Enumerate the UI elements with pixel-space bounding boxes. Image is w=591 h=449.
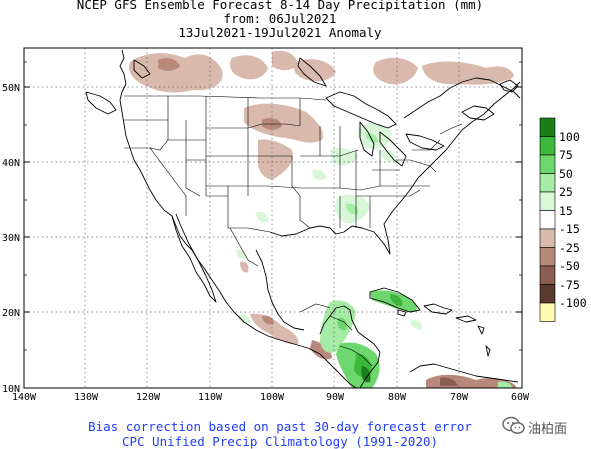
legend-label-3: 25 — [559, 185, 573, 199]
map-title-line1: NCEP GFS Ensemble Forecast 8-14 Day Prec… — [76, 0, 484, 12]
legend-swatch-7 — [539, 247, 556, 267]
latitude-labels: 50N 40N 30N 20N 10N — [2, 83, 20, 395]
wechat-icon — [502, 416, 525, 434]
watermark-text: 油柏面 — [528, 422, 568, 437]
lon-label-100w: 100W — [260, 392, 285, 403]
lon-label-70w: 70W — [450, 392, 469, 403]
watermark: 油柏面 — [500, 414, 590, 438]
lat-label-30n: 30N — [2, 233, 20, 244]
legend-colorbar — [539, 117, 556, 322]
legend-label-5: -15 — [559, 222, 580, 236]
legend-swatch-2 — [539, 154, 556, 174]
legend-label-9: -100 — [559, 296, 587, 310]
legend-swatch-4 — [539, 191, 556, 211]
footer-line2: CPC Unified Precip Climatology (1991-202… — [121, 434, 439, 449]
map-frame — [23, 47, 523, 389]
footer-line1: Bias correction based on past 30-day for… — [88, 419, 472, 434]
legend-label-7: -50 — [559, 259, 580, 273]
minor-ticks — [24, 61, 522, 351]
map-title-line2: from: 06Jul2021 — [223, 11, 337, 26]
legend-label-1: 75 — [559, 148, 573, 162]
lat-label-40n: 40N — [2, 158, 20, 169]
lat-label-50n: 50N — [2, 83, 20, 94]
political-boundaries — [124, 95, 463, 367]
legend-swatch-10 — [539, 302, 556, 322]
wet-anomaly-shading — [236, 123, 512, 388]
legend-label-6: -25 — [559, 240, 580, 255]
coastlines — [85, 49, 521, 389]
longitude-labels: 140W 130W 120W 110W 100W 90W 80W 70W 60W — [12, 392, 530, 403]
legend-swatch-3 — [539, 173, 556, 193]
dry-anomaly-shading — [129, 50, 516, 388]
lon-label-120w: 120W — [136, 392, 161, 403]
legend-label-0: 100 — [559, 129, 580, 144]
legend-swatch-5 — [539, 210, 556, 230]
legend-label-4: 15 — [559, 203, 573, 218]
lon-label-90w: 90W — [326, 392, 345, 403]
lon-label-140w: 140W — [12, 392, 37, 403]
lat-label-20n: 20N — [2, 308, 20, 319]
legend-swatch-6 — [539, 228, 556, 248]
legend-swatch-9 — [539, 284, 556, 304]
map-title-line3: 13Jul2021-19Jul2021 Anomaly — [178, 25, 382, 40]
lon-label-110w: 110W — [198, 392, 223, 403]
lon-label-130w: 130W — [74, 392, 99, 403]
legend-swatch-8 — [539, 265, 556, 285]
lon-label-60w: 60W — [511, 392, 530, 403]
lat-label-10n: 10N — [2, 384, 20, 395]
latlon-grid — [24, 48, 522, 388]
legend-label-8: -75 — [559, 277, 580, 292]
legend-swatch-0 — [539, 117, 556, 137]
lon-label-80w: 80W — [388, 392, 407, 403]
map-area — [24, 48, 522, 388]
legend-label-2: 50 — [559, 166, 573, 181]
legend-swatch-1 — [539, 136, 556, 156]
